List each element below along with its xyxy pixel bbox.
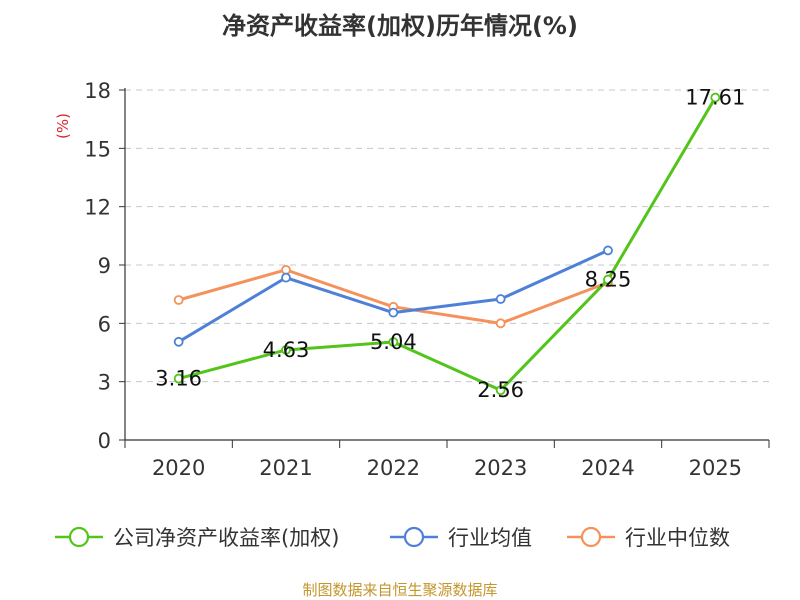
x-tick-label: 2021 [259,456,312,480]
x-tick-label: 2020 [152,456,205,480]
y-tick-label: 6 [98,312,111,336]
y-tick-label: 18 [84,79,111,103]
data-point-s0-2020 [173,373,184,384]
data-label-2023: 2.56 [477,378,524,402]
data-point-s1-2022 [388,307,399,318]
data-label-2021: 4.63 [263,338,310,362]
y-tick-label: 9 [98,254,111,278]
series-line-1 [177,249,609,344]
legend-label-2: 行业中位数 [625,526,730,550]
data-point-s1-2020 [173,336,184,347]
y-axis-label: (%) [54,113,72,139]
x-tick-label: 2022 [367,456,420,480]
data-point-s0-2025 [710,92,721,103]
chart-title: 净资产收益率(加权)历年情况(%) [222,12,578,40]
series-line-0 [178,96,717,392]
legend-marker-0 [68,526,90,548]
data-label-2025: 17.61 [685,86,745,110]
source-note: 制图数据来自恒生聚源数据库 [302,581,498,599]
legend-marker-2 [580,526,602,548]
data-point-s2-2020 [173,295,184,305]
data-point-s2-2023 [495,318,506,329]
x-tick-label: 2023 [474,456,527,480]
data-label-2020: 3.16 [155,367,202,391]
y-tick-label: 0 [98,429,111,453]
data-label-2022: 5.04 [370,330,417,354]
legend-marker-1 [403,526,425,548]
data-point-s0-2021 [281,345,291,355]
legend-label-0: 公司净资产收益率(加权) [113,526,339,550]
data-point-s1-2021 [281,272,291,283]
data-point-s1-2023 [495,294,506,304]
data-point-s0-2024 [603,274,613,285]
y-tick-label: 12 [84,196,111,220]
data-point-s2-2021 [281,264,291,275]
x-tick-label: 2025 [689,456,742,480]
data-point-s0-2023 [495,385,506,396]
legend-label-1: 行业均值 [448,526,532,550]
y-tick-label: 3 [98,371,111,395]
data-point-s1-2024 [603,245,613,256]
data-label-2024: 8.25 [585,268,632,292]
data-point-s0-2022 [388,337,399,347]
x-tick-label: 2024 [581,456,634,480]
y-tick-label: 15 [84,137,111,161]
